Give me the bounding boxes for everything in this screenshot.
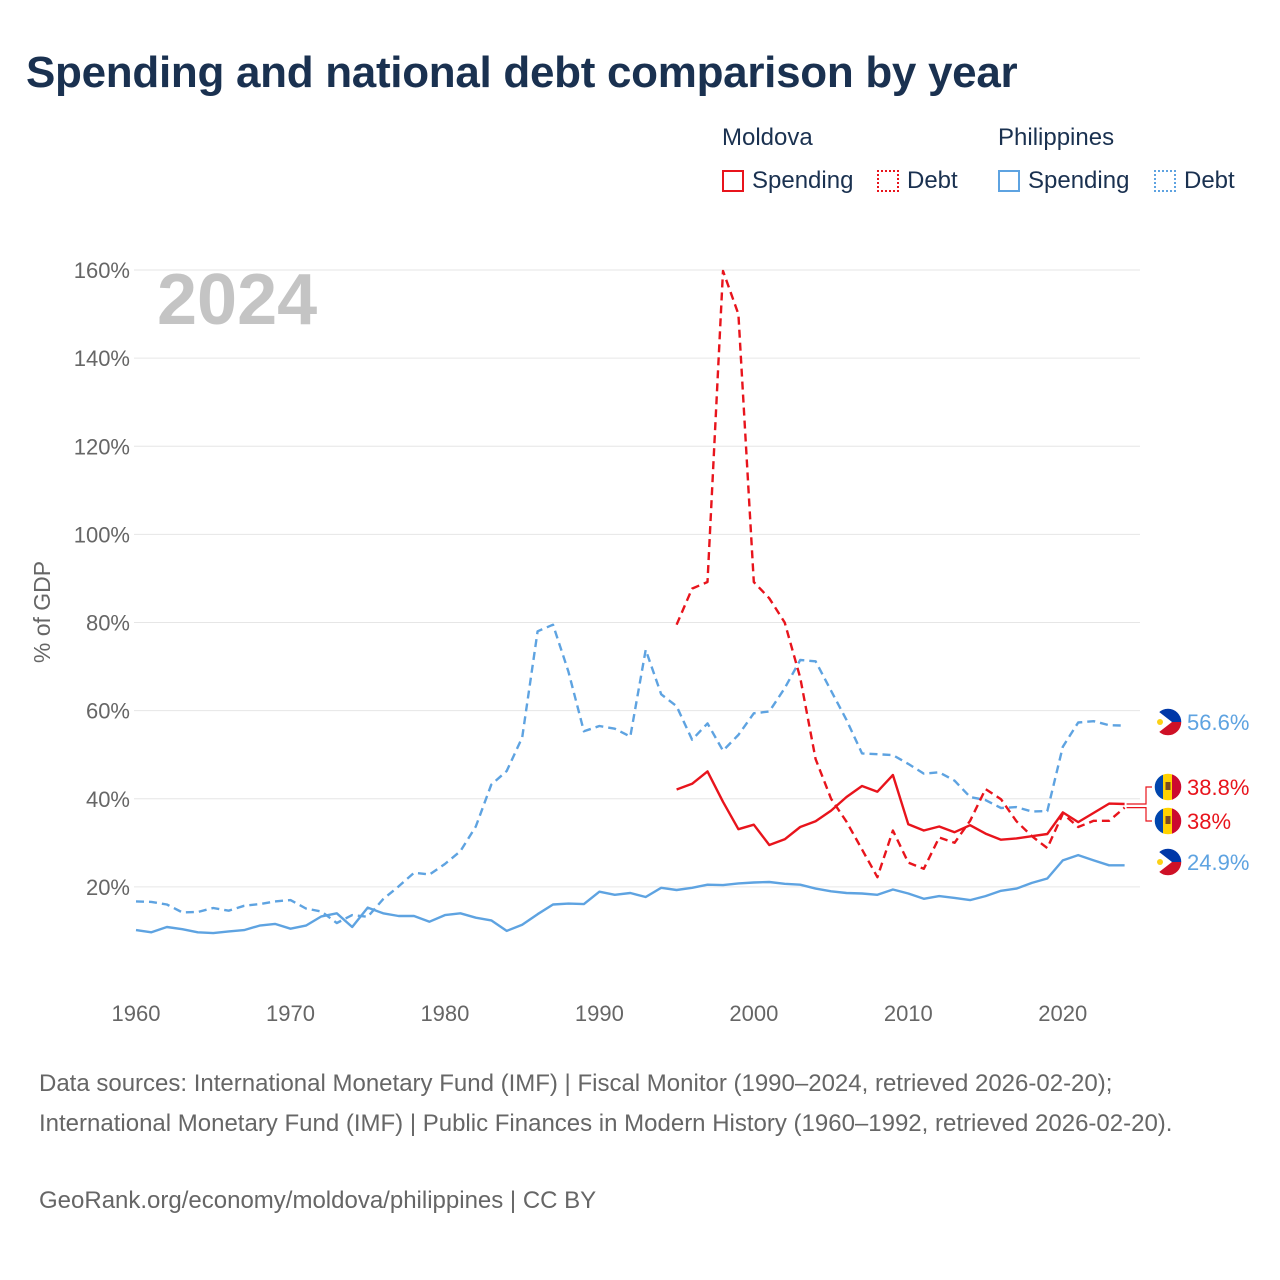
end-value-label: 38% bbox=[1187, 809, 1231, 834]
moldova-spending-line bbox=[676, 770, 1125, 847]
philippines-spending-line bbox=[135, 853, 1125, 935]
legend-moldova-debt[interactable]: Debt bbox=[877, 166, 958, 196]
credit-link[interactable]: GeoRank.org/economy/moldova/philippines … bbox=[39, 1187, 597, 1214]
legend-dotted-swatch-icon bbox=[1154, 170, 1176, 192]
legend-label: Spending bbox=[1028, 167, 1130, 194]
legend-philippines-spending[interactable]: Spending bbox=[998, 166, 1129, 196]
label-connector bbox=[1126, 806, 1152, 822]
year-watermark: 2024 bbox=[157, 260, 317, 340]
label-connector bbox=[1126, 786, 1152, 805]
y-tick-label: 60% bbox=[86, 699, 130, 724]
y-tick-label: 120% bbox=[74, 434, 130, 459]
y-axis-label: % of GDP bbox=[29, 561, 55, 663]
x-tick-label: 2020 bbox=[1038, 1001, 1087, 1026]
x-tick-label: 2000 bbox=[729, 1001, 778, 1026]
end-value-label: 24.9% bbox=[1187, 850, 1249, 875]
legend-moldova-heading: Moldova bbox=[722, 124, 813, 151]
end-value-label: 56.6% bbox=[1187, 710, 1249, 735]
legend-solid-swatch-icon bbox=[998, 170, 1020, 192]
end-labels: 56.6% 24.9% 38% 38.8% bbox=[1126, 707, 1249, 877]
moldova-flag-icon bbox=[1153, 772, 1183, 802]
y-tick-label: 40% bbox=[86, 787, 130, 812]
x-tick-label: 1990 bbox=[575, 1001, 624, 1026]
legend-dotted-swatch-icon bbox=[877, 170, 899, 192]
y-tick-label: 160% bbox=[74, 258, 130, 283]
x-tick-label: 1980 bbox=[420, 1001, 469, 1026]
philippines-flag-icon bbox=[1153, 707, 1183, 737]
end-value-label: 38.8% bbox=[1187, 775, 1249, 800]
legend-philippines-debt[interactable]: Debt bbox=[1154, 166, 1235, 196]
philippines-debt-line bbox=[135, 623, 1125, 925]
legend-solid-swatch-icon bbox=[722, 170, 744, 192]
x-tick-label: 2010 bbox=[884, 1001, 933, 1026]
chart-title: Spending and national debt comparison by… bbox=[26, 48, 1018, 97]
grid: 20% 40% 60% 80% 100% 120% 140% 160% 1960 1970 1980… bbox=[74, 258, 1140, 1026]
y-tick-label: 20% bbox=[86, 875, 130, 900]
y-tick-label: 140% bbox=[74, 346, 130, 371]
x-tick-label: 1960 bbox=[112, 1001, 161, 1026]
philippines-flag-icon bbox=[1153, 847, 1183, 877]
data-sources: Data sources: International Monetary Fun… bbox=[39, 1070, 1173, 1137]
legend-moldova-spending[interactable]: Spending bbox=[722, 166, 853, 196]
series bbox=[135, 269, 1126, 935]
legend-label: Debt bbox=[907, 167, 958, 194]
legend-philippines-heading: Philippines bbox=[998, 124, 1115, 151]
x-tick-label: 1970 bbox=[266, 1001, 315, 1026]
y-tick-label: 100% bbox=[74, 522, 130, 547]
y-tick-label: 80% bbox=[86, 611, 130, 636]
line-chart: 20% 40% 60% 80% 100% 120% 140% 160% 1960 1970 1980… bbox=[29, 258, 1249, 1026]
legend-label: Spending bbox=[752, 167, 854, 194]
moldova-debt-line bbox=[675, 269, 1126, 879]
moldova-flag-icon bbox=[1153, 806, 1183, 836]
legend-label: Debt bbox=[1184, 167, 1235, 194]
